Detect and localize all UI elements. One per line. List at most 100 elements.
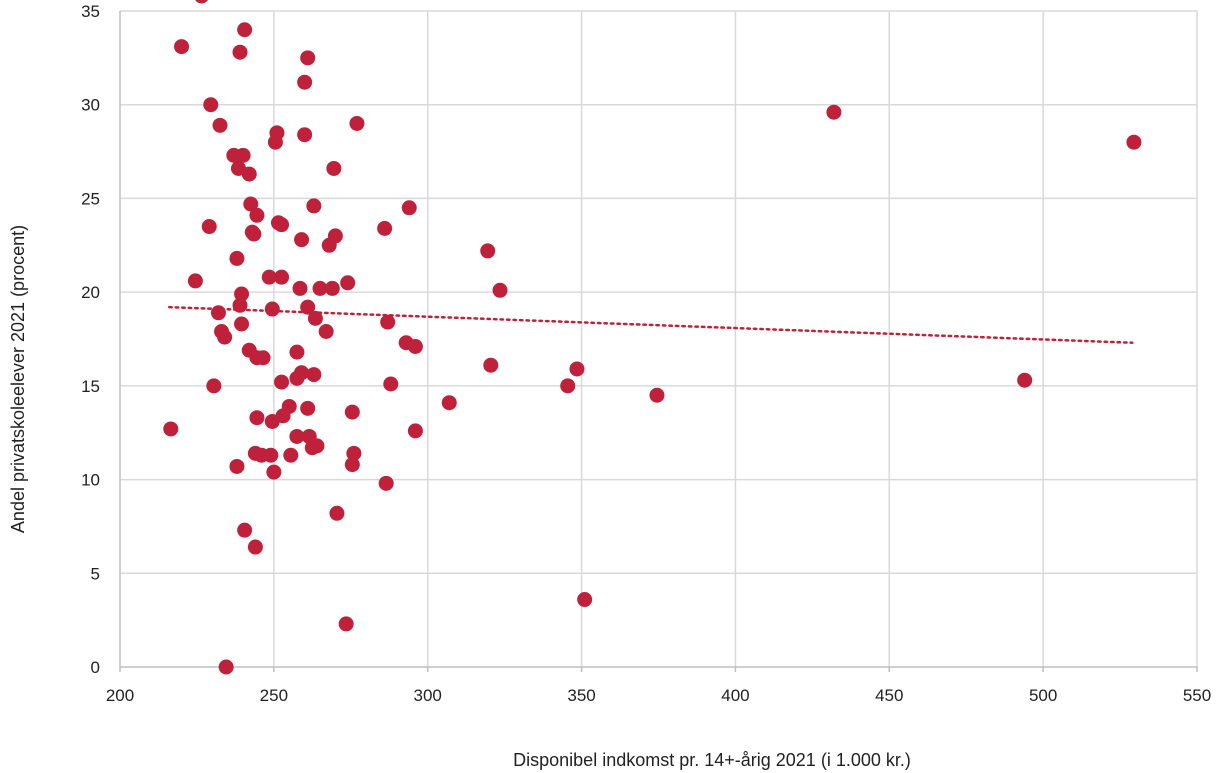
data-point (306, 198, 322, 214)
data-point (292, 280, 308, 296)
y-tick-label: 35 (81, 2, 100, 21)
data-point (201, 219, 217, 235)
data-point (264, 413, 280, 429)
x-tick-label: 300 (414, 686, 442, 705)
y-tick-label: 25 (81, 189, 100, 208)
data-point (480, 243, 496, 259)
y-axis-title: Andel privatskoleelever 2021 (procent) (8, 225, 28, 533)
data-point (237, 522, 253, 538)
data-point (407, 423, 423, 439)
data-point (261, 269, 277, 285)
data-point (329, 505, 345, 521)
data-point (241, 166, 257, 182)
data-point (232, 297, 248, 313)
data-point (174, 39, 190, 55)
data-point (246, 226, 262, 242)
data-point (380, 314, 396, 330)
data-point (255, 350, 271, 366)
axes (119, 11, 1198, 672)
data-point (294, 232, 310, 248)
data-point (237, 22, 253, 38)
data-point (326, 160, 342, 176)
data-point (249, 207, 265, 223)
data-point (264, 301, 280, 317)
data-point (243, 196, 259, 212)
data-point (321, 237, 337, 253)
data-point (324, 280, 340, 296)
data-point (274, 269, 290, 285)
data-point (826, 104, 842, 120)
data-point (577, 592, 593, 608)
x-tick-label: 550 (1183, 686, 1211, 705)
data-point (297, 127, 313, 143)
x-tick-label: 450 (875, 686, 903, 705)
data-point (349, 115, 365, 131)
data-point (407, 338, 423, 354)
data-points (163, 0, 1142, 675)
x-axis-title: Disponibel indkomst pr. 14+-årig 2021 (i… (513, 750, 911, 770)
data-point (289, 428, 305, 444)
data-point (206, 378, 222, 394)
data-point (234, 316, 250, 332)
data-point (377, 220, 393, 236)
y-tick-label: 20 (81, 283, 100, 302)
data-point (338, 616, 354, 632)
data-point (300, 400, 316, 416)
x-tick-label: 400 (721, 686, 749, 705)
data-point (569, 361, 585, 377)
data-point (312, 280, 328, 296)
data-point (346, 445, 362, 461)
data-point (306, 367, 322, 383)
data-point (441, 395, 457, 411)
data-point (187, 273, 203, 289)
y-tick-label: 15 (81, 377, 100, 396)
data-point (307, 310, 323, 326)
data-point (229, 458, 245, 474)
y-tick-label: 30 (81, 96, 100, 115)
y-tick-label: 0 (91, 658, 100, 677)
data-point (297, 74, 313, 90)
data-point (163, 421, 179, 437)
data-point (249, 410, 265, 426)
data-point (283, 447, 299, 463)
data-point (300, 50, 316, 66)
data-point (289, 370, 305, 386)
y-tick-label: 10 (81, 471, 100, 490)
data-point (218, 659, 234, 675)
data-point (289, 344, 305, 360)
data-point (266, 464, 282, 480)
data-point (383, 376, 399, 392)
data-point (234, 286, 250, 302)
x-tick-label: 250 (260, 686, 288, 705)
data-point (235, 147, 251, 163)
x-tick-label: 500 (1029, 686, 1057, 705)
data-point (483, 357, 499, 373)
data-point (195, 0, 208, 4)
data-point (217, 329, 233, 345)
x-tick-label: 200 (106, 686, 134, 705)
data-point (309, 438, 325, 454)
data-point (401, 200, 417, 216)
data-point (1017, 372, 1033, 388)
data-point (340, 275, 356, 291)
trendline-layer (167, 305, 1134, 344)
data-point (210, 305, 226, 321)
data-point (267, 134, 283, 150)
data-point (229, 250, 245, 266)
data-point (212, 117, 228, 133)
data-point (378, 475, 394, 491)
tick-labels: 200 250 300 350 400 450 500 550 0 5 10 15 20 25 30 35 (81, 2, 1211, 705)
trendline (167, 305, 1134, 344)
data-point (560, 378, 576, 394)
data-point (1126, 134, 1142, 150)
data-point (649, 387, 665, 403)
x-tick-label: 350 (567, 686, 595, 705)
data-point (232, 44, 248, 60)
data-point (492, 282, 508, 298)
data-point (344, 457, 360, 473)
data-point (203, 97, 219, 113)
y-tick-label: 5 (91, 564, 100, 583)
data-point (274, 217, 290, 233)
data-point (318, 324, 334, 340)
